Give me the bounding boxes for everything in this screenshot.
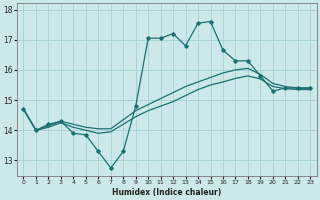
X-axis label: Humidex (Indice chaleur): Humidex (Indice chaleur) [112, 188, 221, 197]
